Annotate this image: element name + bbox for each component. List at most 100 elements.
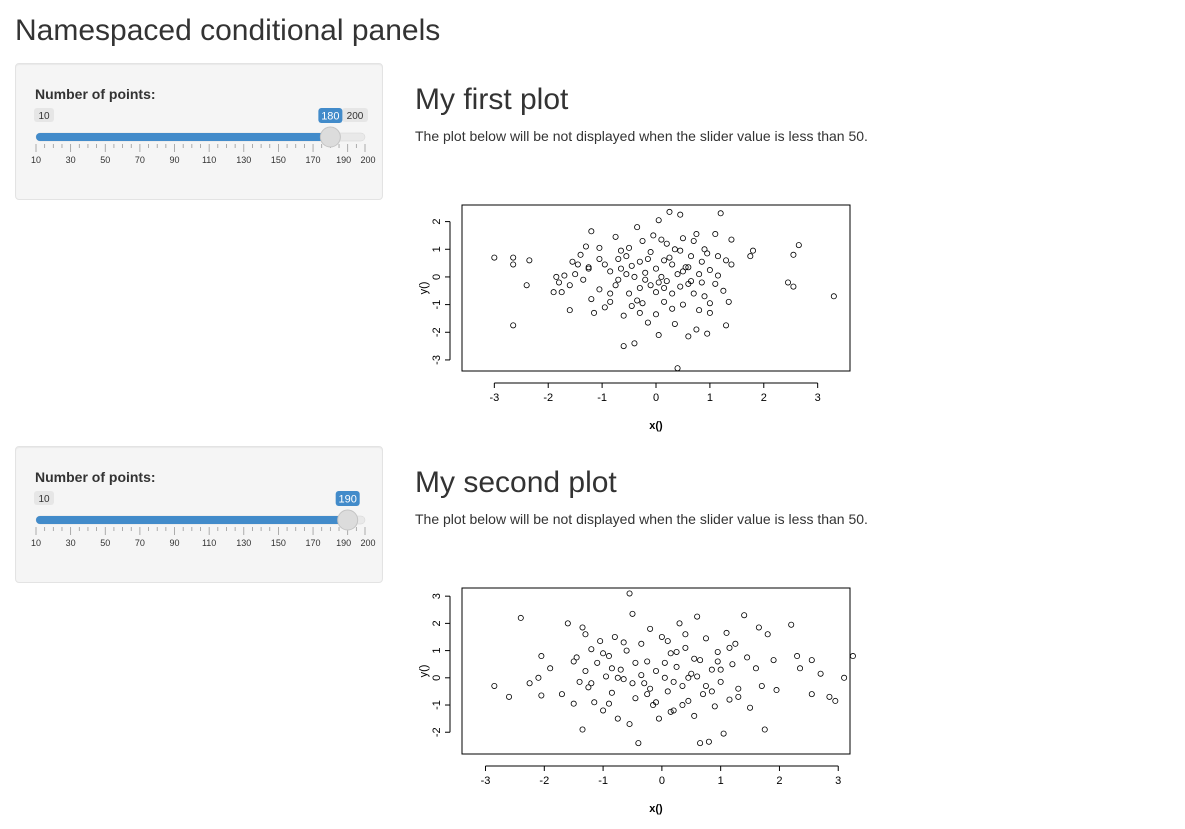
data-point xyxy=(770,657,777,664)
data-point xyxy=(712,231,719,238)
data-point xyxy=(723,629,730,636)
data-point xyxy=(711,703,718,710)
data-point xyxy=(579,624,586,631)
data-point xyxy=(641,680,648,687)
data-point xyxy=(623,647,630,654)
data-point xyxy=(564,620,571,627)
data-point xyxy=(517,614,524,621)
y-axis-label: y() xyxy=(418,665,430,678)
x-tick-label: 0 xyxy=(659,775,665,787)
data-point xyxy=(591,309,598,316)
data-point xyxy=(652,289,659,296)
slider-min-badge xyxy=(34,491,54,505)
slider-tick-label: 200 xyxy=(360,155,375,165)
data-point xyxy=(702,682,709,689)
data-point xyxy=(594,659,601,666)
data-point xyxy=(601,261,608,268)
data-point xyxy=(708,688,715,695)
x-tick-label: -2 xyxy=(539,775,549,787)
data-point xyxy=(510,261,517,268)
y-tick-label: 3 xyxy=(431,593,443,599)
slider-tick-label: 70 xyxy=(135,155,145,165)
data-point xyxy=(817,670,824,677)
data-point xyxy=(658,236,665,243)
data-point xyxy=(685,674,692,681)
points-slider-1[interactable]: 10 200 180 10 30 50 70 90 110 130 150 170 190 200 xyxy=(16,64,384,201)
data-point xyxy=(698,279,705,286)
data-point xyxy=(747,253,754,260)
data-point xyxy=(538,692,545,699)
x-tick-label: 1 xyxy=(718,775,724,787)
data-point xyxy=(626,590,633,597)
data-point xyxy=(808,691,815,698)
sidebar-panel-2: Number of points: 10 190 10 30 50 70 90 110 130 1… xyxy=(15,446,383,583)
slider-fill xyxy=(36,133,331,141)
data-point xyxy=(582,631,589,638)
data-point xyxy=(761,726,768,733)
data-point xyxy=(582,243,589,250)
slider-tick-label: 50 xyxy=(100,538,110,548)
data-point xyxy=(752,665,759,672)
x-tick-label: -2 xyxy=(543,392,553,404)
data-point xyxy=(677,211,684,218)
data-point xyxy=(688,253,695,260)
data-point xyxy=(830,293,837,300)
data-point xyxy=(694,673,701,680)
data-point xyxy=(682,264,689,271)
data-point xyxy=(720,287,727,294)
y-axis-label: y() xyxy=(418,282,430,295)
data-point xyxy=(755,624,762,631)
y-tick-label: 1 xyxy=(431,246,443,252)
data-point xyxy=(808,657,815,664)
data-point xyxy=(658,273,665,280)
data-point xyxy=(607,290,614,297)
slider-min-label: 10 xyxy=(38,111,50,122)
data-point xyxy=(600,707,607,714)
data-point xyxy=(698,258,705,265)
data-point xyxy=(615,255,622,262)
data-point xyxy=(591,699,598,706)
data-point xyxy=(650,232,657,239)
data-point xyxy=(596,255,603,262)
data-point xyxy=(691,655,698,662)
data-point xyxy=(704,250,711,257)
plot-description-1: The plot below will be not displayed whe… xyxy=(415,128,868,144)
slider-tick-label: 110 xyxy=(202,538,216,548)
data-point xyxy=(664,688,671,695)
data-point xyxy=(608,689,615,696)
data-point xyxy=(620,343,627,350)
data-point xyxy=(690,290,697,297)
data-point xyxy=(726,696,733,703)
data-point xyxy=(679,682,686,689)
data-point xyxy=(638,640,645,647)
data-point xyxy=(523,282,530,289)
data-point xyxy=(688,278,695,285)
data-point xyxy=(644,319,651,326)
data-point xyxy=(647,685,654,692)
data-point xyxy=(696,307,703,314)
data-point xyxy=(700,691,707,698)
data-point xyxy=(747,704,754,711)
slider-tick-label: 150 xyxy=(271,155,286,165)
data-point xyxy=(725,298,732,305)
data-point xyxy=(723,257,730,264)
y-tick-label: -1 xyxy=(431,300,443,310)
data-point xyxy=(631,273,638,280)
data-point xyxy=(706,300,713,307)
data-point xyxy=(720,730,727,737)
data-point xyxy=(626,721,633,728)
data-point xyxy=(579,726,586,733)
data-point xyxy=(706,309,713,316)
points-slider-2[interactable]: 10 190 10 30 50 70 90 110 130 150 170 190 200 xyxy=(16,447,384,584)
data-point xyxy=(682,631,689,638)
x-tick-label: -3 xyxy=(489,392,499,404)
data-point xyxy=(629,610,636,617)
data-point xyxy=(679,301,686,308)
x-tick-label: 3 xyxy=(815,392,821,404)
data-point xyxy=(749,247,756,254)
data-point xyxy=(607,298,614,305)
data-point xyxy=(639,300,646,307)
data-point xyxy=(697,740,704,747)
data-point xyxy=(666,208,673,215)
data-point xyxy=(639,237,646,244)
